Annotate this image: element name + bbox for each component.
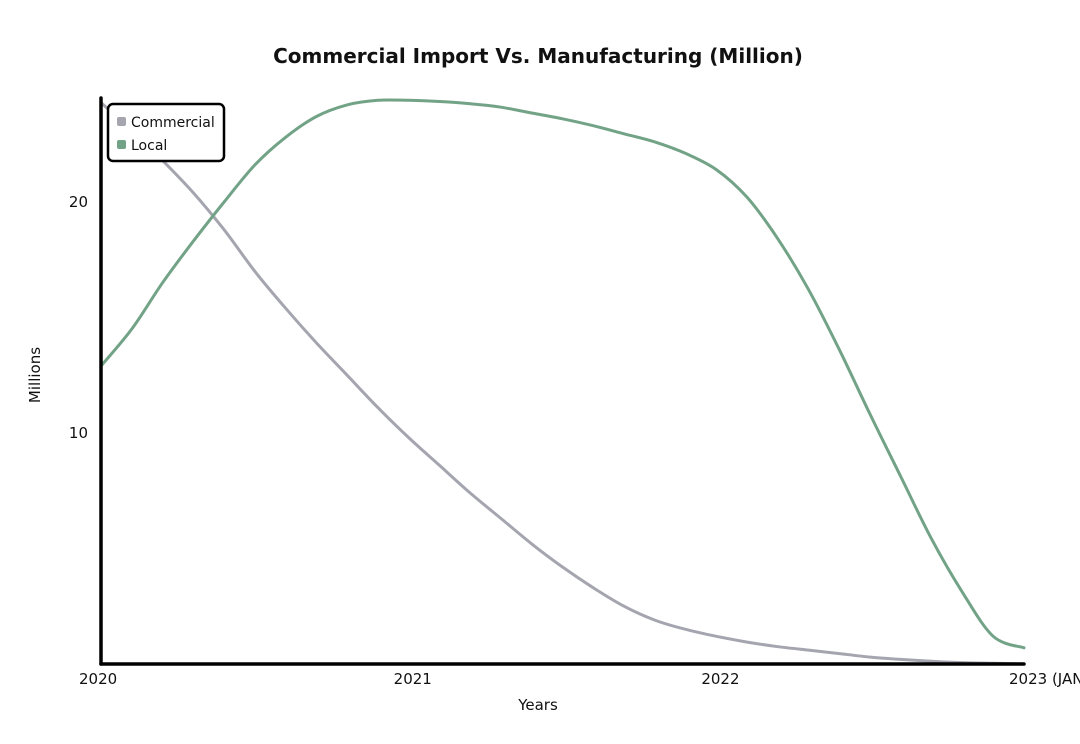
series-line-local [99,98,1026,650]
chart-title: Commercial Import Vs. Manufacturing (Mil… [273,44,803,68]
x-tick-label: 2020 [79,670,117,688]
x-tick-labels: 2020 2021 2022 2023 (JAN [79,670,1080,688]
legend-label-commercial: Commercial [131,115,215,131]
legend-swatch-commercial [117,117,126,126]
series-line-commercial [99,101,1026,666]
x-axis-label: Years [517,696,558,714]
x-tick-label: 2023 (JAN [1009,670,1080,688]
legend-box [106,102,226,163]
y-axis-label: Millions [26,347,44,403]
series-layer [99,98,1026,666]
legend: Commercial Local [106,102,226,163]
y-tick-label: 10 [69,424,88,442]
x-tick-label: 2022 [701,670,739,688]
y-tick-label: 20 [69,193,88,211]
y-tick-labels: 10 20 [69,193,88,442]
legend-swatch-local [117,140,126,149]
x-tick-label: 2021 [394,670,432,688]
legend-label-local: Local [131,138,167,154]
